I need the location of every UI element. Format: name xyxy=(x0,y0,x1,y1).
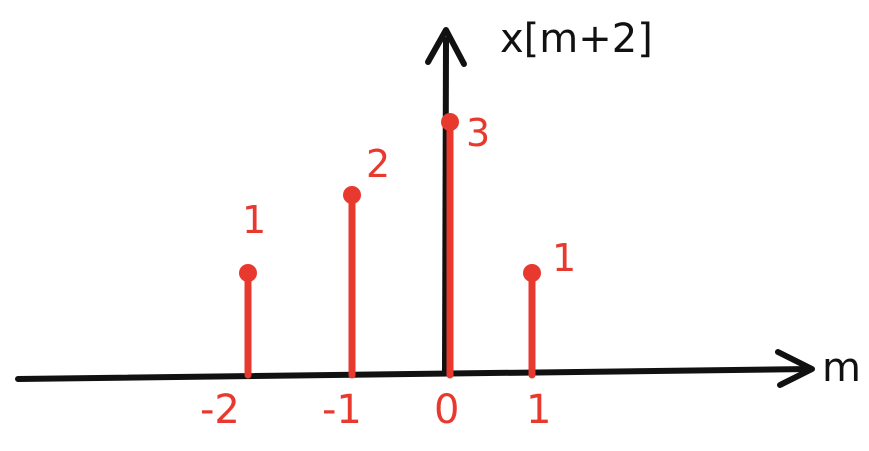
y-axis-label: x[m+2] xyxy=(500,16,653,62)
stem-marker xyxy=(441,113,459,131)
data-label: 1 xyxy=(242,198,266,242)
data-label: 3 xyxy=(466,111,490,155)
x-tick-label: 0 xyxy=(434,387,459,433)
x-axis-line xyxy=(15,366,813,382)
x-axis-arrow-icon xyxy=(775,349,815,388)
x-tick-label: -1 xyxy=(322,387,362,433)
data-label: 1 xyxy=(552,236,576,280)
data-labels: 1 2 3 1 xyxy=(242,111,576,280)
axes: m x[m+2] xyxy=(15,16,861,391)
stems xyxy=(239,113,541,379)
x-tick-label: -2 xyxy=(200,387,240,433)
data-label: 2 xyxy=(366,142,390,186)
y-axis-line xyxy=(442,37,449,375)
stem-marker xyxy=(343,186,361,204)
tick-labels: -2 -1 0 1 xyxy=(200,387,551,433)
stem-marker xyxy=(239,264,257,282)
y-axis-arrow-icon xyxy=(425,27,467,67)
stem-marker xyxy=(523,264,541,282)
x-tick-label: 1 xyxy=(526,387,551,433)
x-axis-label: m xyxy=(822,345,861,391)
